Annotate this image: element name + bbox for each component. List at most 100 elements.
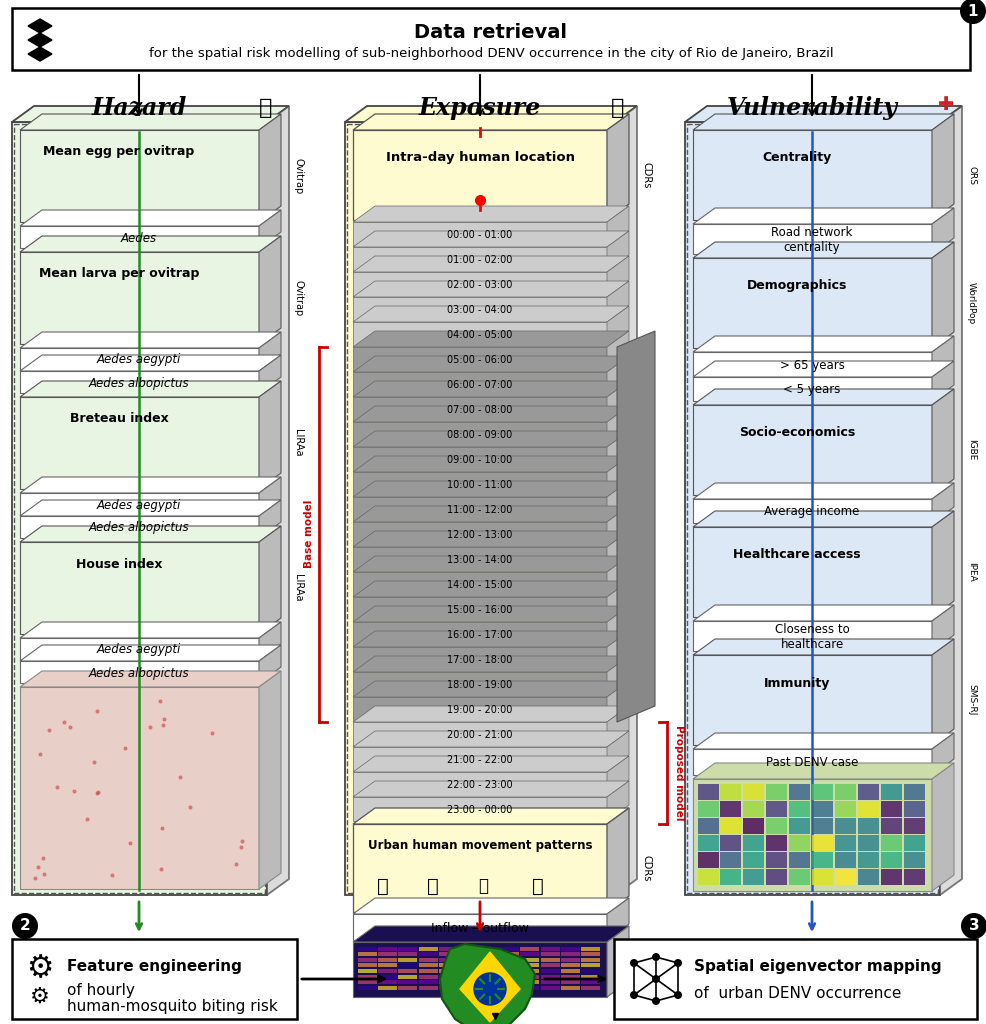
Polygon shape	[353, 672, 606, 696]
Polygon shape	[20, 355, 281, 371]
Polygon shape	[606, 381, 628, 421]
FancyBboxPatch shape	[439, 975, 458, 979]
FancyBboxPatch shape	[788, 801, 810, 817]
Polygon shape	[353, 556, 628, 572]
Polygon shape	[353, 824, 606, 912]
Polygon shape	[353, 247, 606, 271]
FancyBboxPatch shape	[834, 801, 855, 817]
FancyBboxPatch shape	[358, 975, 377, 979]
Polygon shape	[353, 472, 606, 496]
Polygon shape	[692, 224, 931, 254]
Circle shape	[652, 997, 660, 1005]
FancyBboxPatch shape	[500, 958, 519, 962]
Text: 11:00 - 12:00: 11:00 - 12:00	[447, 505, 512, 515]
FancyBboxPatch shape	[581, 963, 599, 967]
Polygon shape	[353, 481, 628, 497]
FancyBboxPatch shape	[857, 852, 879, 868]
FancyBboxPatch shape	[811, 852, 832, 868]
Polygon shape	[258, 355, 281, 393]
Polygon shape	[20, 332, 281, 348]
FancyBboxPatch shape	[811, 818, 832, 834]
FancyBboxPatch shape	[788, 835, 810, 851]
FancyBboxPatch shape	[439, 980, 458, 984]
FancyBboxPatch shape	[378, 963, 396, 967]
FancyBboxPatch shape	[765, 801, 786, 817]
FancyBboxPatch shape	[903, 835, 924, 851]
FancyBboxPatch shape	[581, 952, 599, 956]
FancyBboxPatch shape	[479, 963, 499, 967]
Polygon shape	[692, 336, 953, 352]
Polygon shape	[606, 581, 628, 621]
Polygon shape	[606, 206, 628, 246]
Circle shape	[629, 991, 637, 999]
Polygon shape	[692, 621, 931, 651]
Polygon shape	[353, 898, 628, 914]
Text: 18:00 - 19:00: 18:00 - 19:00	[447, 680, 512, 690]
Circle shape	[629, 959, 637, 967]
FancyBboxPatch shape	[880, 818, 901, 834]
FancyBboxPatch shape	[719, 801, 740, 817]
Polygon shape	[353, 272, 606, 296]
FancyBboxPatch shape	[419, 952, 438, 956]
FancyBboxPatch shape	[479, 975, 499, 979]
FancyBboxPatch shape	[479, 980, 499, 984]
Polygon shape	[692, 361, 953, 377]
Polygon shape	[20, 500, 281, 516]
FancyBboxPatch shape	[419, 963, 438, 967]
Text: > 65 years: > 65 years	[779, 358, 844, 372]
FancyBboxPatch shape	[500, 975, 519, 979]
FancyBboxPatch shape	[378, 980, 396, 984]
Polygon shape	[606, 406, 628, 446]
FancyBboxPatch shape	[880, 869, 901, 885]
FancyBboxPatch shape	[540, 975, 559, 979]
Polygon shape	[931, 605, 953, 651]
Circle shape	[959, 0, 985, 24]
Polygon shape	[353, 422, 606, 446]
FancyBboxPatch shape	[697, 852, 718, 868]
FancyBboxPatch shape	[479, 947, 499, 951]
FancyBboxPatch shape	[419, 969, 438, 973]
FancyBboxPatch shape	[742, 852, 763, 868]
FancyBboxPatch shape	[857, 869, 879, 885]
Polygon shape	[20, 130, 258, 222]
FancyBboxPatch shape	[765, 835, 786, 851]
FancyBboxPatch shape	[378, 969, 396, 973]
Text: 09:00 - 10:00: 09:00 - 10:00	[447, 455, 512, 465]
Circle shape	[12, 913, 38, 939]
Polygon shape	[353, 746, 606, 771]
FancyBboxPatch shape	[765, 852, 786, 868]
Text: 🚶: 🚶	[610, 98, 624, 118]
Text: WorldPop: WorldPop	[966, 282, 975, 325]
Polygon shape	[692, 499, 931, 523]
FancyBboxPatch shape	[742, 784, 763, 800]
FancyBboxPatch shape	[765, 818, 786, 834]
FancyBboxPatch shape	[697, 784, 718, 800]
Text: IGBE: IGBE	[966, 439, 975, 461]
Text: 12:00 - 13:00: 12:00 - 13:00	[447, 530, 512, 540]
Text: Average income: Average income	[763, 506, 859, 518]
Circle shape	[673, 991, 681, 999]
FancyBboxPatch shape	[479, 969, 499, 973]
Polygon shape	[931, 639, 953, 745]
Polygon shape	[258, 236, 281, 344]
FancyBboxPatch shape	[378, 986, 396, 990]
Polygon shape	[440, 944, 534, 1024]
Text: Aedes aegypti: Aedes aegypti	[97, 499, 181, 512]
Polygon shape	[606, 306, 628, 346]
Text: 20:00 - 21:00: 20:00 - 21:00	[447, 730, 513, 740]
Polygon shape	[353, 506, 628, 522]
Polygon shape	[353, 356, 628, 372]
Polygon shape	[258, 477, 281, 515]
Polygon shape	[692, 779, 931, 891]
FancyBboxPatch shape	[903, 818, 924, 834]
FancyBboxPatch shape	[811, 869, 832, 885]
Text: 08:00 - 09:00: 08:00 - 09:00	[447, 430, 512, 440]
Polygon shape	[606, 926, 628, 997]
FancyBboxPatch shape	[560, 986, 580, 990]
FancyBboxPatch shape	[520, 986, 538, 990]
Polygon shape	[692, 130, 931, 220]
FancyBboxPatch shape	[500, 952, 519, 956]
Polygon shape	[606, 556, 628, 596]
Polygon shape	[20, 371, 258, 393]
Polygon shape	[353, 306, 628, 322]
